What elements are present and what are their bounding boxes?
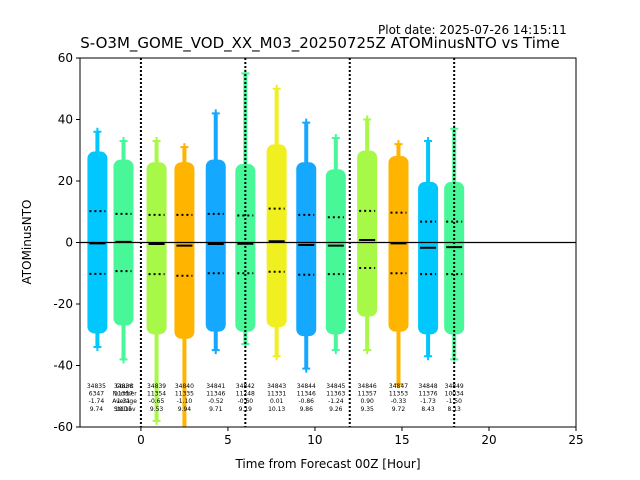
group-stat-label: 10034 (445, 391, 464, 398)
outlier-point (211, 346, 220, 355)
chart-overlays (80, 58, 576, 427)
y-tick-label: 0 (65, 236, 73, 250)
x-tick-label: 15 (394, 433, 409, 447)
group-stat-label: 9.86 (300, 406, 314, 413)
axis-ticks: 0 5 10 15 20 25 -60 -40 -20 0 20 40 60 (53, 51, 583, 447)
outlier-point (93, 343, 102, 352)
group-stat-label: 11346 (297, 391, 316, 398)
outlier-point (331, 346, 340, 355)
overlay-label: Count (116, 383, 134, 390)
group-stat-label: 9.53 (150, 406, 164, 413)
outlier-point (119, 137, 128, 146)
y-tick-label: -40 (53, 359, 73, 373)
group-stat-label: 34842 (236, 383, 255, 390)
group-stat-label: -0.60 (238, 398, 254, 405)
group-stat-label: 34840 (175, 383, 194, 390)
group-stat-label: 11346 (206, 391, 225, 398)
group-stat-label: 11335 (175, 391, 194, 398)
group-stat-label: -1.74 (89, 398, 105, 405)
y-tick-label: -20 (53, 297, 73, 311)
group-stat-label: -1.50 (446, 398, 462, 405)
group-stat-label: 34846 (358, 383, 377, 390)
outlier-point (331, 133, 340, 142)
outlier-point (152, 416, 161, 425)
outlier-point (302, 364, 311, 373)
overlay-label: Number (113, 391, 138, 398)
outlier-point (363, 115, 372, 124)
group-stat-label: 34836 (114, 383, 133, 390)
group-stat-label: -0.52 (208, 398, 224, 405)
outlier-point (180, 143, 189, 152)
group-stat-label: 34841 (206, 383, 225, 390)
group-stat-label: -1.24 (328, 398, 344, 405)
group-stat-label: 8.13 (447, 406, 461, 413)
group-stat-label: 11357 (358, 391, 377, 398)
group-stat-label: 34835 (87, 383, 106, 390)
outlier-point (272, 352, 281, 361)
group-stat-label: 11376 (419, 391, 438, 398)
group-labels: 348356347-1.749.7434836113571.3110.15348… (87, 383, 464, 413)
group-stat-label: 10.13 (268, 406, 285, 413)
group-stat-label: 34847 (389, 383, 408, 390)
group-stat-label: 34843 (267, 383, 286, 390)
group-stat-label: -1.73 (420, 398, 436, 405)
group-stat-label: 9.72 (392, 406, 406, 413)
x-tick-label: 10 (307, 433, 322, 447)
outlier-point (394, 140, 403, 149)
x-tick-label: 5 (224, 433, 232, 447)
group-stat-label: 6347 (89, 391, 104, 398)
x-tick-label: 25 (568, 433, 583, 447)
x-tick-label: 0 (137, 433, 145, 447)
group-stat-label: 11354 (147, 391, 166, 398)
x-axis-label: Time from Forecast 00Z [Hour] (234, 457, 420, 471)
outlier-point (424, 352, 433, 361)
y-tick-label: -60 (53, 420, 73, 434)
group-stat-label: 1.31 (117, 398, 131, 405)
group-stat-label: 34849 (445, 383, 464, 390)
group-stat-label: 10.15 (115, 406, 132, 413)
group-stat-label: 9.74 (90, 406, 104, 413)
outlier-point (394, 379, 403, 388)
group-stat-label: 11363 (326, 391, 345, 398)
outlier-point (302, 118, 311, 127)
overlay-label: StdDev (114, 406, 136, 413)
group-stat-label: 9.19 (239, 406, 253, 413)
group-stat-label: -1.10 (177, 398, 193, 405)
plot-date: Plot date: 2025-07-26 14:15:11 (378, 23, 567, 37)
group-stat-label: 9.71 (209, 406, 223, 413)
group-stat-label: 9.94 (178, 406, 192, 413)
group-stat-label: 9.35 (360, 406, 374, 413)
group-stat-label: 11353 (389, 391, 408, 398)
y-tick-label: 60 (58, 51, 73, 65)
group-stat-label: 11331 (267, 391, 286, 398)
group-stat-label: 8.43 (421, 406, 435, 413)
group-stat-label: -0.86 (298, 398, 314, 405)
outlier-point (211, 109, 220, 118)
group-stat-label: 34848 (419, 383, 438, 390)
scatter-clouds (87, 69, 465, 427)
group-stat-label: 11248 (236, 391, 255, 398)
outlier-point (119, 355, 128, 364)
outlier-point (93, 127, 102, 136)
group-stat-label: 34845 (326, 383, 345, 390)
chart-title: S-O3M_GOME_VOD_XX_M03_20250725Z ATOMinus… (80, 34, 560, 52)
y-tick-label: 20 (58, 174, 73, 188)
x-tick-label: 20 (481, 433, 496, 447)
group-stat-label: 34844 (297, 383, 316, 390)
outlier-point (152, 137, 161, 146)
group-stat-label: -0.33 (391, 398, 407, 405)
outlier-point (272, 84, 281, 93)
group-stat-label: 9.26 (329, 406, 343, 413)
y-tick-label: 40 (58, 113, 73, 127)
outlier-point (424, 137, 433, 146)
group-stat-label: -0.65 (149, 398, 165, 405)
group-stat-label: 0.01 (270, 398, 284, 405)
group-stat-label: 34839 (147, 383, 166, 390)
group-stat-label: 11357 (114, 391, 133, 398)
overlay-label: Average (112, 398, 137, 405)
group-stat-label: 0.90 (360, 398, 374, 405)
outlier-point (363, 346, 372, 355)
y-axis-label: ATOMinusNTO (20, 200, 34, 285)
